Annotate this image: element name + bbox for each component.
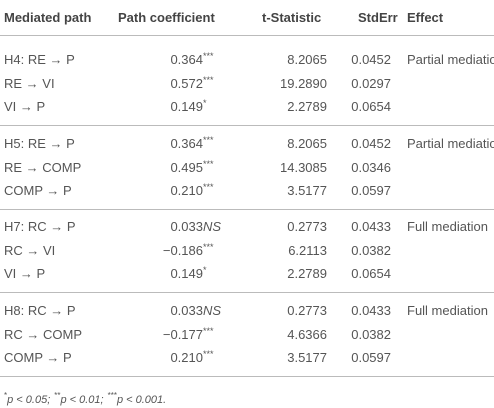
significance: *** xyxy=(203,182,214,192)
group-rule xyxy=(0,209,494,210)
footnote-text: p < 0.01; xyxy=(60,393,104,406)
stderr-cell: 0.0433 xyxy=(351,303,391,318)
coefficient-cell: 0.364 xyxy=(170,136,203,151)
path-cell: VI → P xyxy=(4,266,46,281)
group-rule xyxy=(0,292,494,293)
t-statistic-cell: 19.2890 xyxy=(280,75,327,91)
footnote-stars: *** xyxy=(107,391,117,400)
significance: *** xyxy=(203,135,214,145)
path-cell: VI → P xyxy=(4,99,46,114)
effect-cell: Partial mediation xyxy=(407,136,494,151)
stderr-cell: 0.0452 xyxy=(351,52,391,67)
footnote-stars: * xyxy=(4,391,8,400)
path-cell: RE → COMP xyxy=(4,159,82,175)
column-header: StdErr xyxy=(358,10,398,25)
stderr-cell: 0.0597 xyxy=(351,183,391,198)
stderr-cell: 0.0452 xyxy=(351,136,391,151)
stderr-cell: 0.0597 xyxy=(351,350,391,365)
coefficient-cell: 0.495 xyxy=(170,159,203,175)
t-statistic-cell: 8.2065 xyxy=(287,136,327,151)
column-header: Mediated path xyxy=(4,10,92,25)
significance: NS xyxy=(203,219,222,234)
significance: *** xyxy=(203,349,214,359)
path-cell: COMP → P xyxy=(4,350,72,365)
header-rule xyxy=(0,35,494,36)
significance: * xyxy=(203,265,207,275)
coefficient-cell: 0.364 xyxy=(170,52,203,67)
path-cell: COMP → P xyxy=(4,183,72,198)
footnote-text: p < 0.05; xyxy=(7,393,51,406)
stderr-cell: 0.0297 xyxy=(351,75,391,91)
path-cell: RC → VI xyxy=(4,242,56,258)
path-cell: H7: RC → P xyxy=(4,219,76,234)
coefficient-cell: 0.572 xyxy=(170,75,203,91)
coefficient-cell: 0.033 xyxy=(170,303,203,318)
coefficient-cell: 0.210 xyxy=(170,183,203,198)
effect-cell: Partial mediation xyxy=(407,52,494,67)
stderr-cell: 0.0382 xyxy=(351,326,391,342)
coefficient-cell: 0.149 xyxy=(170,99,203,114)
t-statistic-cell: 0.2773 xyxy=(287,303,327,318)
coefficient-cell: 0.033 xyxy=(170,219,203,234)
column-header: t-Statistic xyxy=(262,10,322,25)
significance: *** xyxy=(203,51,214,61)
column-header: Path coefficient xyxy=(118,10,215,25)
footnote-text: p < 0.001. xyxy=(116,393,167,406)
significance: *** xyxy=(203,74,214,85)
coefficient-cell: 0.149 xyxy=(170,266,203,281)
path-cell: H5: RE → P xyxy=(4,136,75,151)
stderr-cell: 0.0654 xyxy=(351,99,391,114)
group-rule xyxy=(0,376,494,377)
t-statistic-cell: 2.2789 xyxy=(287,99,327,114)
significance: * xyxy=(203,98,207,108)
t-statistic-cell: 0.2773 xyxy=(287,219,327,234)
significance: NS xyxy=(203,303,222,318)
significance: *** xyxy=(203,241,214,252)
effect-cell: Full mediation xyxy=(407,219,488,234)
t-statistic-cell: 4.6366 xyxy=(287,326,327,342)
t-statistic-cell: 3.5177 xyxy=(287,350,327,365)
stderr-cell: 0.0382 xyxy=(351,242,391,258)
path-cell: RC → COMP xyxy=(4,326,82,342)
coefficient-cell: −0.177 xyxy=(162,326,203,342)
coefficient-cell: −0.186 xyxy=(162,242,203,258)
footnote: *p < 0.05; **p < 0.01; ***p < 0.001. xyxy=(4,391,170,406)
stderr-cell: 0.0346 xyxy=(351,159,391,175)
footnote-stars: ** xyxy=(54,391,61,400)
coefficient-cell: 0.210 xyxy=(170,350,203,365)
t-statistic-cell: 8.2065 xyxy=(287,52,327,67)
path-cell: RE → VI xyxy=(4,75,55,91)
path-cell: H8: RC → P xyxy=(4,303,76,318)
group-rule xyxy=(0,125,494,126)
significance: *** xyxy=(203,158,214,169)
stderr-cell: 0.0433 xyxy=(351,219,391,234)
effect-cell: Full mediation xyxy=(407,303,488,318)
t-statistic-cell: 2.2789 xyxy=(287,266,327,281)
column-header: Effect xyxy=(407,10,444,25)
path-cell: H4: RE → P xyxy=(4,52,75,67)
significance: *** xyxy=(203,325,214,336)
t-statistic-cell: 6.2113 xyxy=(288,242,327,258)
stderr-cell: 0.0654 xyxy=(351,266,391,281)
t-statistic-cell: 3.5177 xyxy=(287,183,327,198)
t-statistic-cell: 14.3085 xyxy=(280,159,327,175)
